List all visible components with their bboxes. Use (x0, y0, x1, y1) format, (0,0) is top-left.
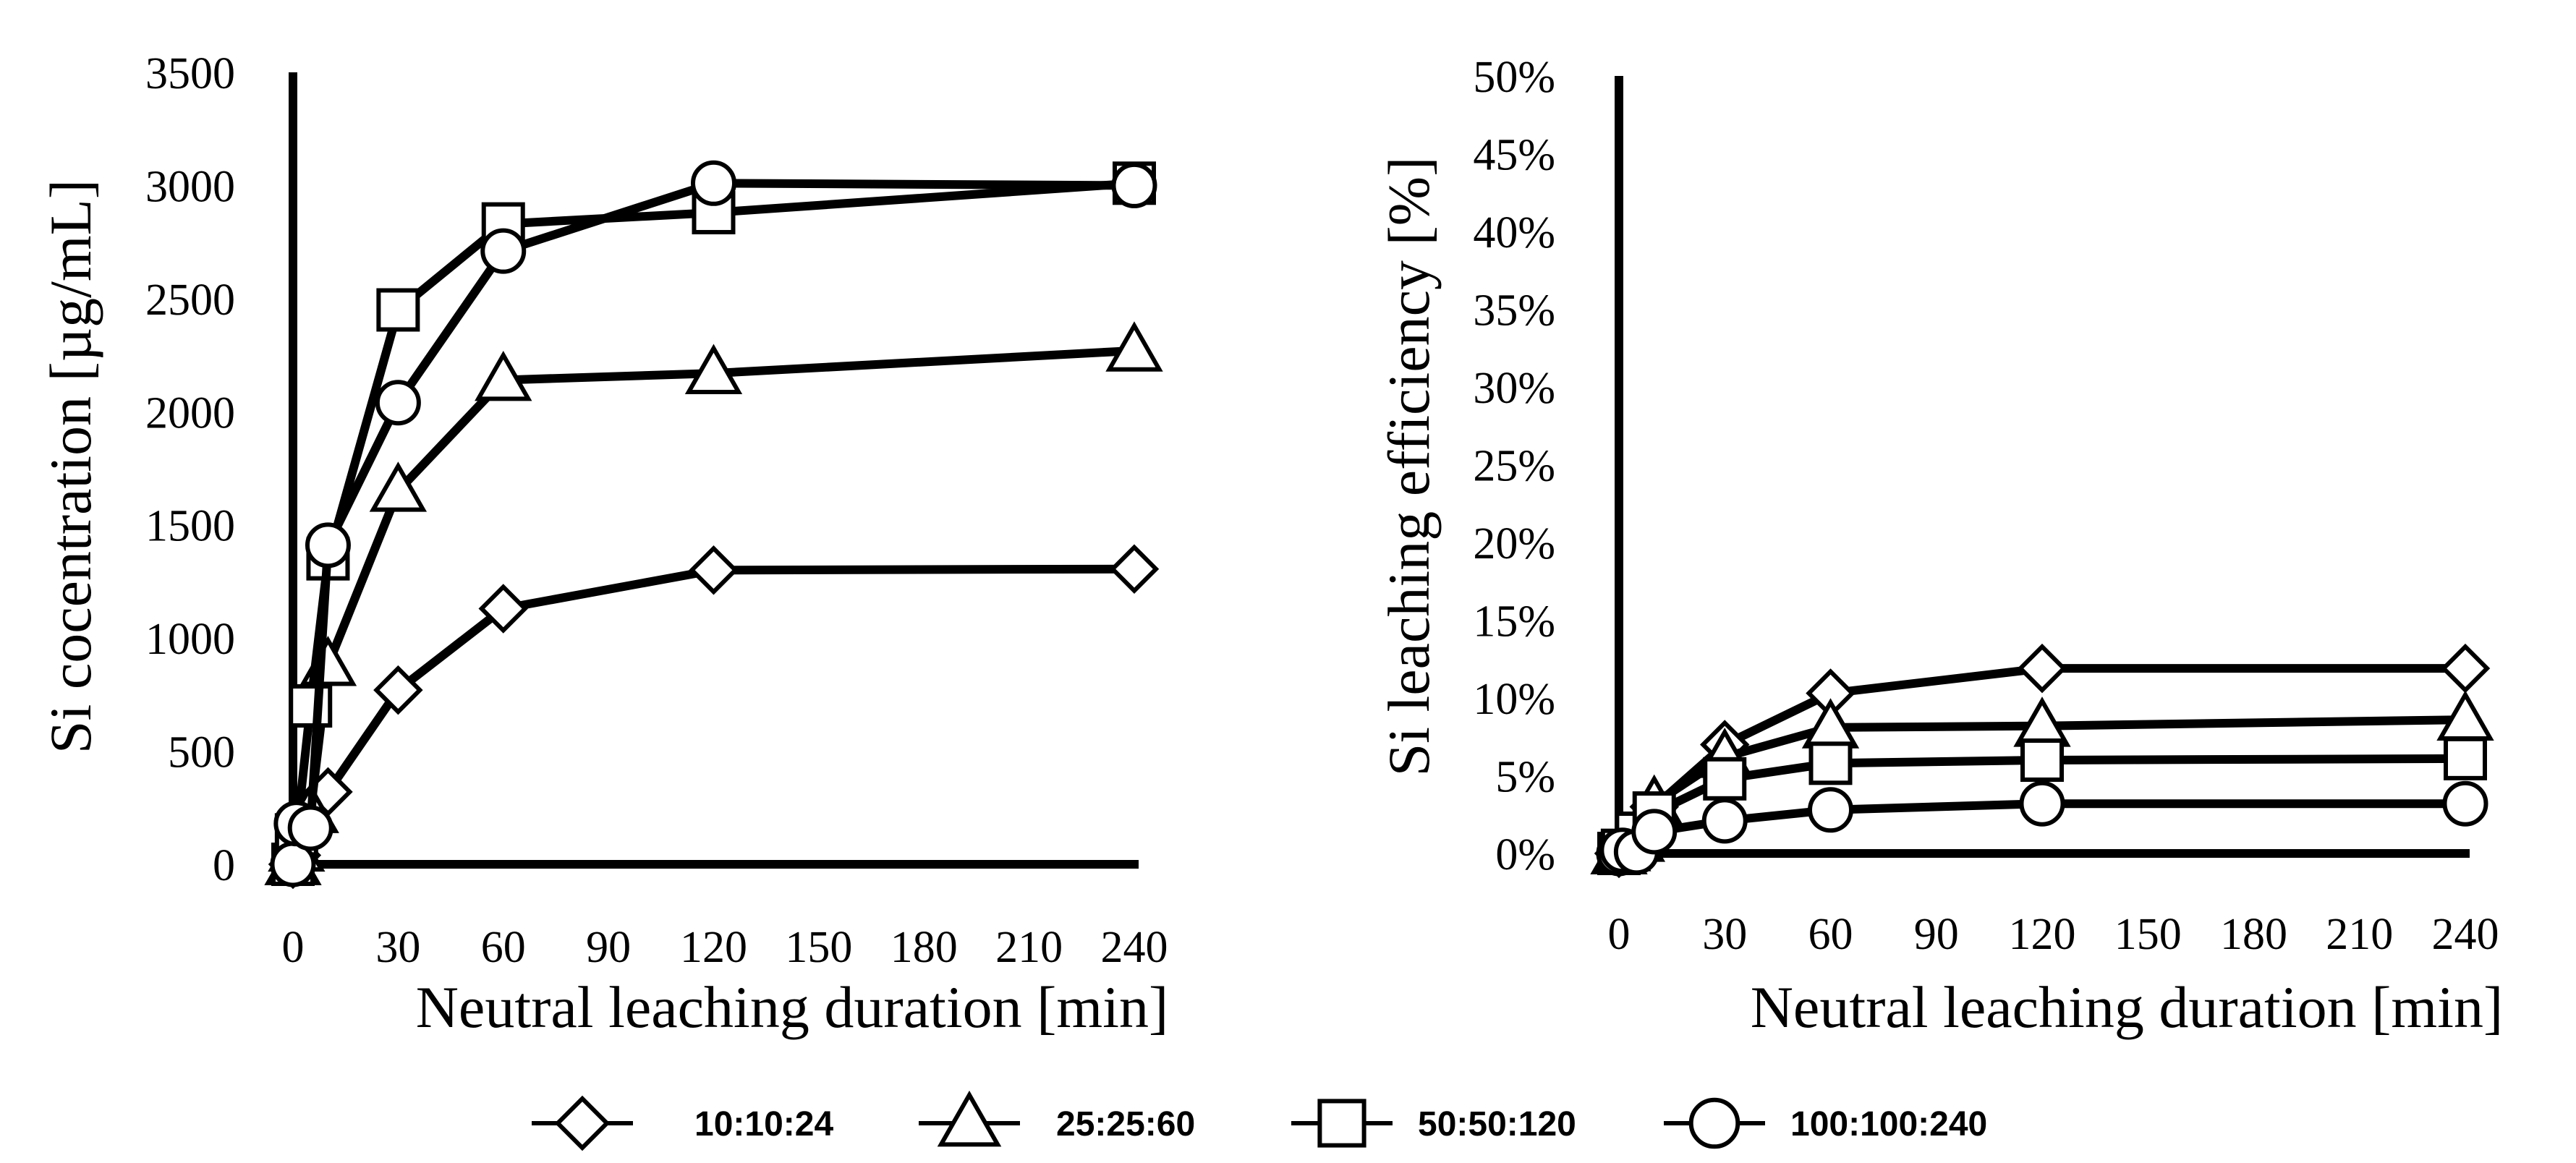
y-tick-label: 5% (1495, 753, 1555, 802)
x-axis-title: Neutral leaching duration [min] (416, 974, 1169, 1040)
x-tick-label: 240 (1101, 923, 1168, 972)
y-tick-label: 25% (1473, 442, 1555, 491)
chart-2: 0% 5% 10% 15% 20% 25% 30% 35% 40% 45% 50% 0 30 60 90 12… (1376, 53, 2503, 1040)
data-point-circle (287, 805, 333, 851)
x-tick-label: 180 (890, 923, 958, 972)
x-tick-label: 30 (1702, 910, 1747, 959)
chart-1: 0 500 1000 1500 2000 2500 3000 3500 0 30 60 90 120 15… (38, 49, 1168, 1040)
series-line (289, 179, 1135, 865)
data-point-square (1808, 741, 1853, 785)
y-axis-title: Si leaching efficiency [%] (1376, 157, 1442, 777)
data-point-diamond (689, 545, 739, 595)
x-tick-label: 240 (2432, 910, 2499, 959)
data-point-triangle (475, 350, 532, 401)
legend-item: 50:50:120 (1291, 1099, 1576, 1148)
data-point-square (289, 684, 333, 728)
triangle-icon (937, 1090, 1002, 1147)
series-line (289, 346, 1135, 866)
data-point-square (2020, 738, 2064, 782)
y-tick-label: 50% (1473, 53, 1555, 102)
data-point-circle (2442, 780, 2488, 827)
data-point-diamond (1109, 544, 1160, 594)
y-axis-title: Si cocentration [µg/mL] (38, 179, 103, 754)
x-tick-label: 180 (2220, 910, 2287, 959)
legend-label: 10:10:24 (694, 1105, 833, 1143)
x-tick-label: 210 (995, 923, 1063, 972)
legend-label: 100:100:240 (1790, 1105, 1987, 1143)
series-circle (1596, 780, 2488, 877)
data-point-circle (375, 380, 421, 426)
y-tick-label: 40% (1473, 208, 1555, 257)
y-tick-label: 20% (1473, 519, 1555, 568)
data-point-square (1703, 757, 1747, 801)
y-tick-label: 3000 (145, 162, 235, 211)
y-tick-label: 35% (1473, 286, 1555, 336)
x-tick-label: 60 (1808, 910, 1853, 959)
data-point-circle (1701, 798, 1748, 844)
legend-item: 25:25:60 (919, 1090, 1195, 1147)
series-line (289, 179, 1135, 865)
y-tick-label: 0% (1495, 830, 1555, 879)
x-tick-label: 0 (1608, 910, 1631, 959)
square-icon (1317, 1099, 1366, 1148)
diamond-icon (554, 1095, 611, 1151)
data-point-circle (691, 160, 736, 206)
x-tick-label: 90 (586, 923, 631, 972)
data-point-circle (1631, 809, 1678, 855)
data-point-square (2444, 736, 2487, 780)
data-point-circle (1808, 787, 1853, 833)
x-tick-label: 210 (2326, 910, 2393, 959)
x-tick-label: 60 (481, 923, 526, 972)
data-point-diamond (2440, 643, 2491, 694)
x-tick-label: 120 (2009, 910, 2076, 959)
x-axis-title: Neutral leaching duration [min] (1751, 974, 2504, 1040)
y-tick-label: 1500 (145, 502, 235, 551)
y-tick-label: 2500 (145, 276, 235, 325)
x-tick-label: 150 (785, 923, 852, 972)
data-point-diamond (478, 584, 528, 634)
data-point-circle (2019, 780, 2065, 827)
legend-item: 100:100:240 (1664, 1097, 1987, 1149)
y-tick-label: 2000 (145, 388, 235, 438)
data-point-square (376, 288, 420, 332)
data-point-circle (305, 522, 351, 568)
y-tick-label: 0 (213, 841, 235, 890)
x-tick-label: 0 (282, 923, 305, 972)
legend-item: 10:10:24 (532, 1095, 833, 1151)
circle-icon (1688, 1097, 1740, 1149)
legend-label: 50:50:120 (1418, 1105, 1576, 1143)
data-point-circle (1111, 162, 1157, 208)
data-point-triangle (1105, 321, 1163, 372)
legend: 10:10:24 25:25:60 50:50:120 100:100:240 (532, 1090, 1987, 1151)
legend-label: 25:25:60 (1056, 1105, 1195, 1143)
y-tick-label: 500 (168, 728, 235, 778)
y-tick-label: 10% (1473, 675, 1555, 724)
x-tick-label: 30 (375, 923, 420, 972)
series-circle (270, 160, 1157, 887)
x-tick-label: 120 (680, 923, 747, 972)
series-square (271, 161, 1156, 886)
y-tick-label: 3500 (145, 49, 235, 98)
data-point-diamond (373, 665, 423, 715)
y-tick-label: 30% (1473, 364, 1555, 413)
data-point-triangle (369, 461, 428, 512)
x-tick-label: 90 (1914, 910, 1959, 959)
data-point-diamond (2017, 643, 2067, 694)
y-tick-label: 1000 (145, 615, 235, 664)
y-tick-label: 15% (1473, 597, 1555, 647)
y-tick-label: 45% (1473, 131, 1555, 180)
series-diamond (268, 544, 1160, 890)
x-tick-label: 150 (2114, 910, 2182, 959)
data-point-triangle (684, 344, 743, 394)
data-point-circle (480, 228, 527, 274)
series-line (289, 564, 1135, 866)
